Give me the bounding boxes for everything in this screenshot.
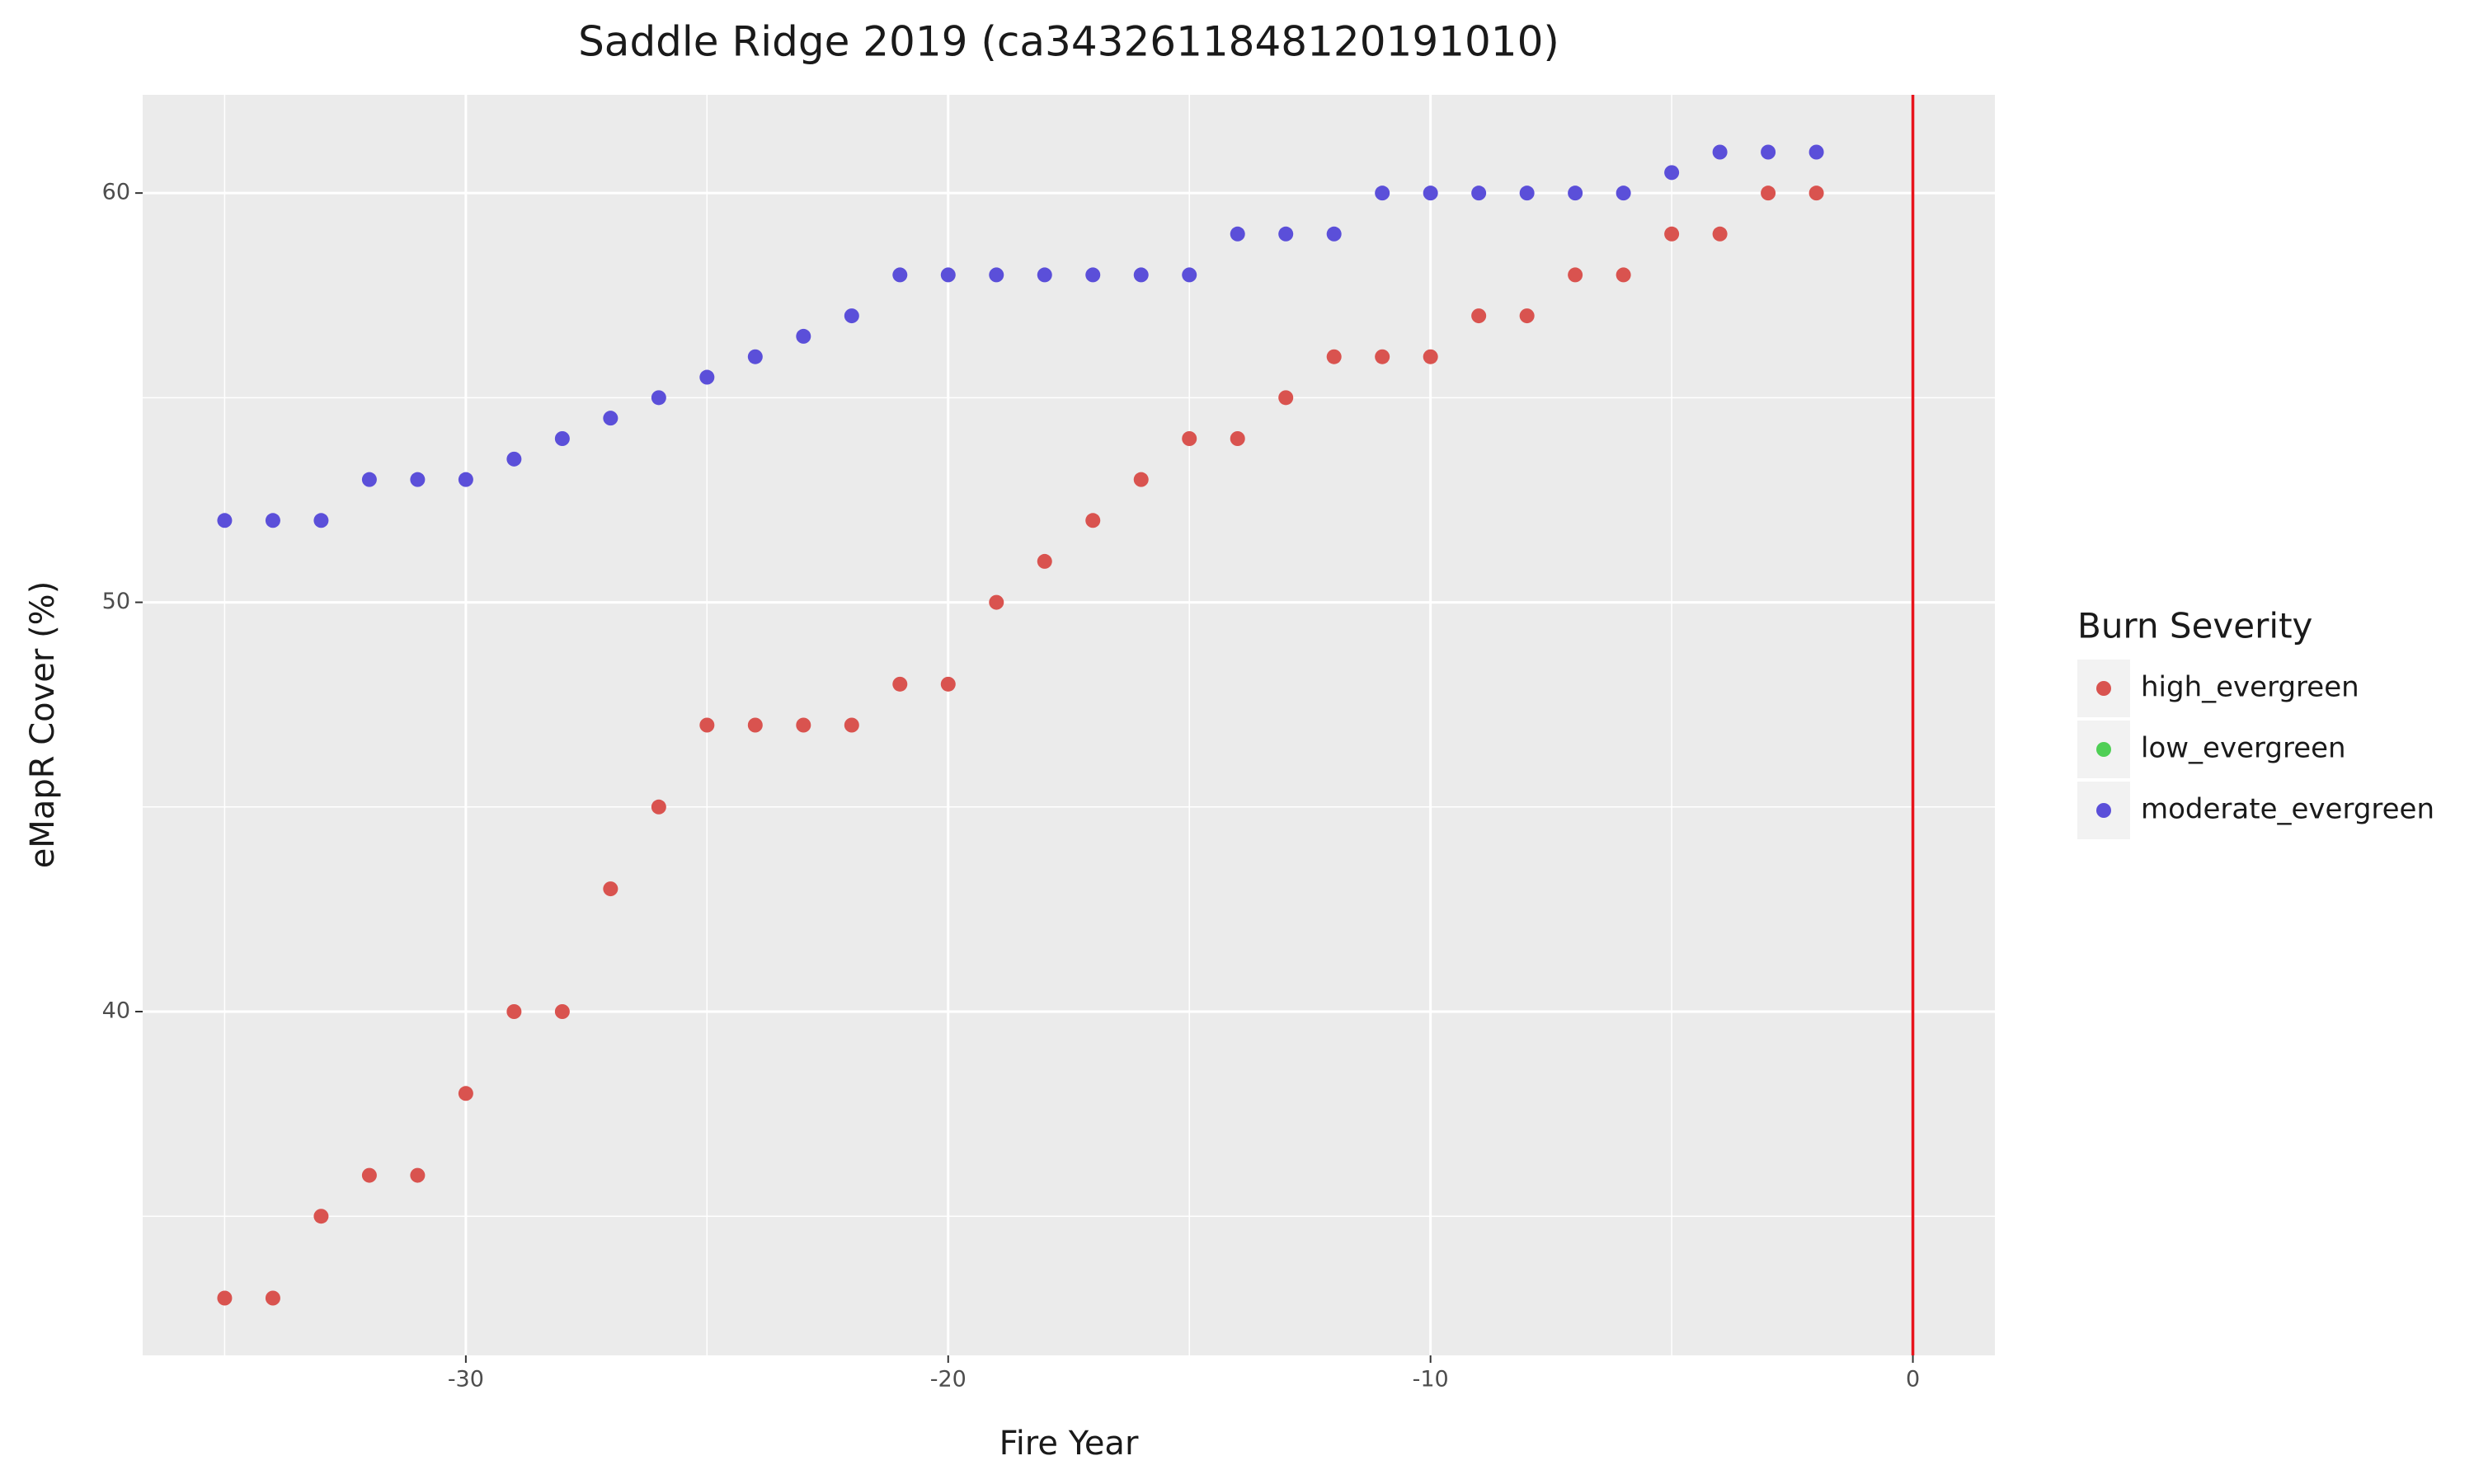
point <box>892 267 908 283</box>
legend-title: Burn Severity <box>2077 606 2312 646</box>
x-tick-label: -30 <box>448 1367 484 1392</box>
point <box>747 349 763 364</box>
point <box>699 717 715 733</box>
point <box>313 513 329 528</box>
point <box>651 799 666 815</box>
point <box>217 513 233 528</box>
point <box>1616 267 1631 283</box>
point <box>1326 226 1342 242</box>
point <box>844 717 859 733</box>
point <box>217 1290 233 1306</box>
point <box>1761 186 1776 201</box>
point <box>1037 267 1052 283</box>
point <box>1133 472 1149 487</box>
point <box>1761 144 1776 160</box>
point <box>1808 144 1824 160</box>
point <box>1182 431 1197 446</box>
point <box>1375 186 1390 201</box>
point <box>313 1209 329 1224</box>
point <box>1230 226 1245 242</box>
point <box>1471 308 1487 324</box>
point <box>940 676 956 692</box>
point <box>410 472 426 487</box>
x-tick-label: -20 <box>930 1367 967 1392</box>
plot-panel <box>143 95 1995 1355</box>
point <box>1808 186 1824 201</box>
point <box>1375 349 1390 364</box>
point <box>603 411 618 426</box>
point <box>1519 308 1535 324</box>
point <box>1712 226 1728 242</box>
point <box>651 390 666 406</box>
point <box>361 1167 377 1183</box>
legend-marker <box>2096 803 2111 818</box>
point <box>1423 186 1438 201</box>
point <box>989 594 1004 610</box>
point <box>506 1004 522 1019</box>
point <box>1326 349 1342 364</box>
point <box>554 431 570 446</box>
legend-label: low_evergreen <box>2141 732 2346 765</box>
legend-label: moderate_evergreen <box>2141 793 2434 826</box>
legend-label: high_evergreen <box>2141 671 2359 704</box>
point <box>1471 186 1487 201</box>
legend: high_evergreen low_evergreen moderate_ever… <box>2077 660 2434 839</box>
point <box>458 1086 473 1101</box>
point <box>796 717 811 733</box>
point <box>1182 267 1197 283</box>
y-tick-label: 50 <box>102 589 130 614</box>
legend-marker <box>2096 681 2111 696</box>
point <box>265 1290 280 1306</box>
point <box>603 881 618 897</box>
point <box>989 267 1004 283</box>
point <box>747 717 763 733</box>
point <box>892 676 908 692</box>
point <box>1230 431 1245 446</box>
y-tick-label: 60 <box>102 180 130 205</box>
marks <box>217 95 1915 1355</box>
point <box>1085 267 1101 283</box>
chart-title: Saddle Ridge 2019 (ca3432611848120191010… <box>578 18 1559 66</box>
point <box>554 1004 570 1019</box>
point <box>1423 349 1438 364</box>
point <box>844 308 859 324</box>
x-tick-label: -10 <box>1413 1367 1449 1392</box>
point <box>1278 390 1294 406</box>
point <box>1568 186 1583 201</box>
point <box>458 472 473 487</box>
point <box>1616 186 1631 201</box>
y-axis-label: eMapR Cover (%) <box>24 581 62 869</box>
point <box>506 451 522 467</box>
x-tick-label: 0 <box>1906 1367 1920 1392</box>
point <box>699 369 715 385</box>
point <box>410 1167 426 1183</box>
point <box>361 472 377 487</box>
point <box>1712 144 1728 160</box>
point <box>796 328 811 344</box>
point <box>265 513 280 528</box>
point <box>1568 267 1583 283</box>
point <box>940 267 956 283</box>
point <box>1664 226 1680 242</box>
point <box>1278 226 1294 242</box>
x-axis-label: Fire Year <box>999 1425 1139 1463</box>
point <box>1085 513 1101 528</box>
point <box>1664 165 1680 181</box>
point <box>1037 553 1052 569</box>
point <box>1133 267 1149 283</box>
legend-marker <box>2096 742 2111 757</box>
y-tick-label: 40 <box>102 998 130 1024</box>
point <box>1519 186 1535 201</box>
